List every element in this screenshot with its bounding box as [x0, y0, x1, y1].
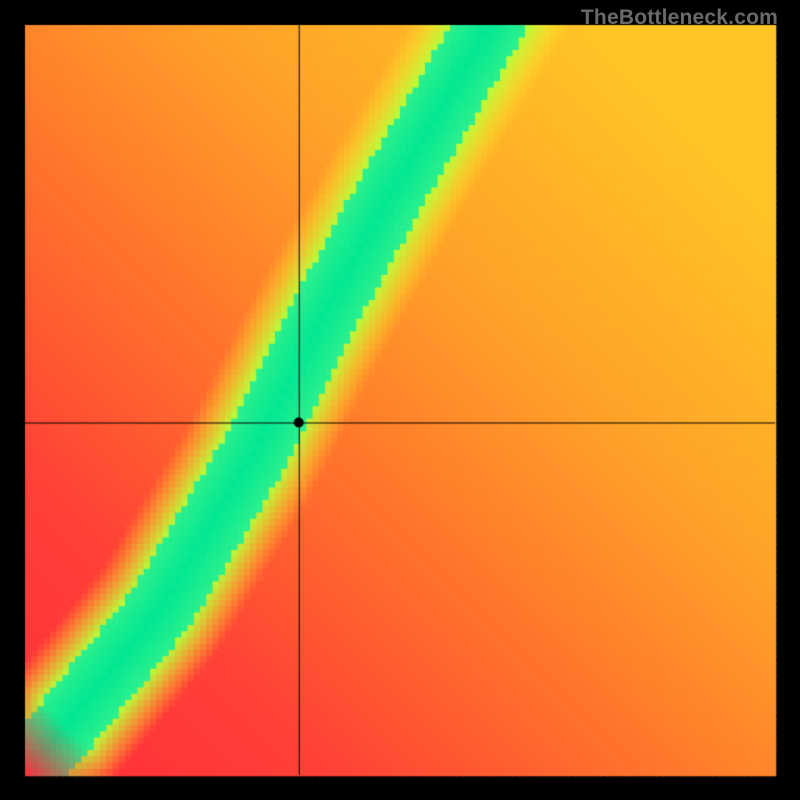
bottleneck-heatmap: [0, 0, 800, 800]
chart-container: TheBottleneck.com: [0, 0, 800, 800]
watermark-text: TheBottleneck.com: [581, 6, 778, 30]
